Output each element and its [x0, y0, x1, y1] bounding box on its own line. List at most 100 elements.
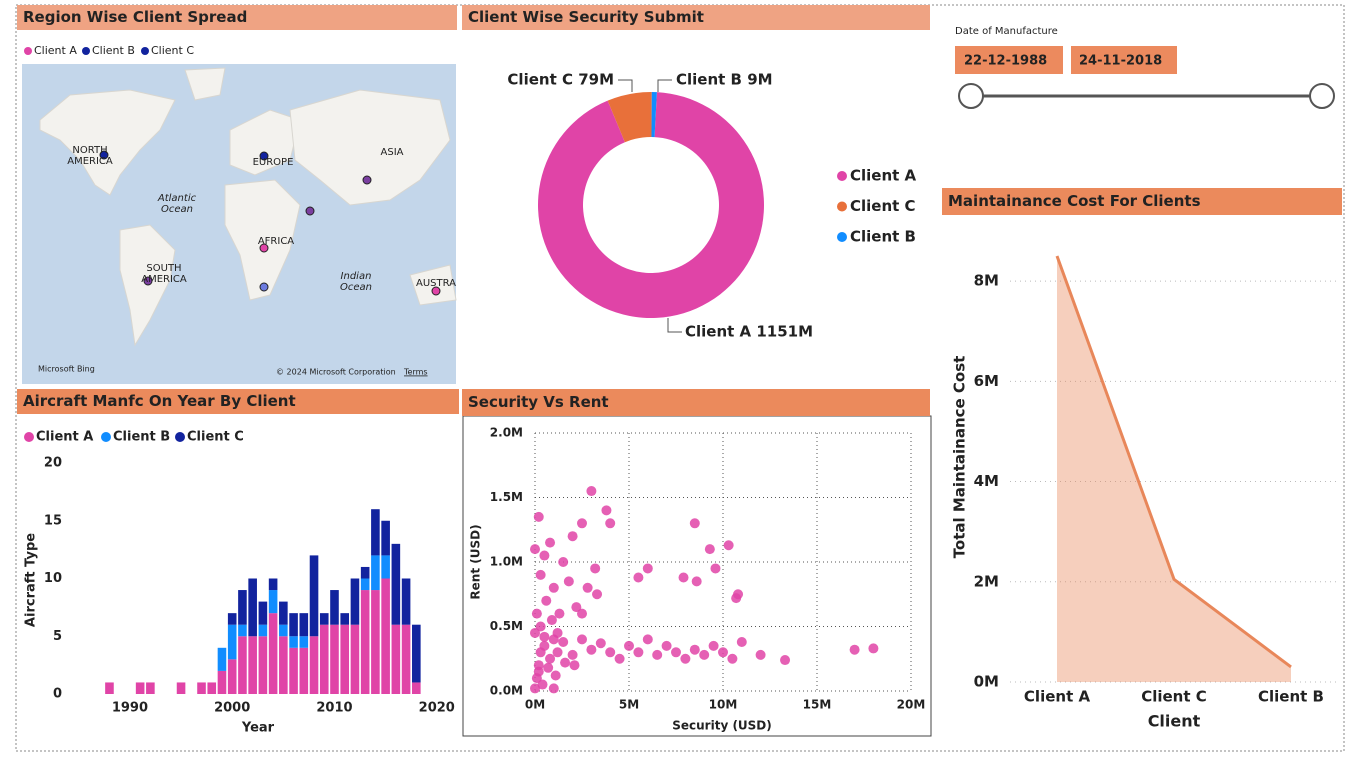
bar-segment[interactable] — [371, 555, 380, 591]
legend-label[interactable]: Client B — [850, 228, 916, 246]
bar-segment[interactable] — [258, 601, 268, 625]
bar-segment[interactable] — [360, 578, 370, 591]
bar-segment[interactable] — [350, 624, 360, 694]
bar-segment[interactable] — [319, 624, 329, 694]
scatter-point[interactable] — [539, 550, 550, 561]
scatter-point[interactable] — [849, 644, 860, 655]
scatter-point[interactable] — [614, 653, 625, 664]
scatter-point[interactable] — [661, 640, 672, 651]
bar-segment[interactable] — [289, 613, 298, 637]
bar-segment[interactable] — [412, 682, 421, 694]
scatter-point[interactable] — [543, 662, 554, 673]
scatter-point[interactable] — [537, 679, 548, 690]
donut-slice[interactable] — [651, 92, 657, 138]
scatter-point[interactable] — [533, 666, 544, 677]
bar-segment[interactable] — [330, 624, 339, 694]
bar-segment[interactable] — [135, 682, 145, 694]
scatter-point[interactable] — [624, 640, 634, 651]
scatter-point[interactable] — [530, 683, 540, 694]
bar-segment[interactable] — [227, 624, 237, 660]
scatter-point[interactable] — [689, 644, 700, 655]
map-point[interactable] — [99, 150, 109, 160]
bar-segment[interactable] — [279, 601, 288, 625]
bar-segment[interactable] — [401, 578, 411, 625]
scatter-point[interactable] — [689, 518, 700, 529]
bar-segment[interactable] — [340, 613, 350, 625]
scatter-point[interactable] — [592, 589, 603, 600]
bar-segment[interactable] — [309, 555, 319, 637]
bar-segment[interactable] — [391, 624, 401, 694]
bar-segment[interactable] — [217, 647, 227, 671]
scatter-point[interactable] — [642, 563, 653, 574]
bar-segment[interactable] — [268, 613, 278, 694]
date-box[interactable] — [955, 46, 1063, 74]
bar-segment[interactable] — [360, 590, 370, 694]
scatter-point[interactable] — [552, 627, 563, 638]
scatter-point[interactable] — [539, 631, 550, 642]
scatter-point[interactable] — [868, 643, 879, 654]
scatter-point[interactable] — [605, 518, 616, 529]
slider-handle[interactable] — [1309, 83, 1335, 109]
scatter-point[interactable] — [533, 511, 544, 522]
bar-segment[interactable] — [381, 520, 390, 556]
legend-label[interactable]: Client C — [187, 430, 244, 445]
scatter-point[interactable] — [678, 572, 689, 583]
area-line[interactable] — [1055, 255, 1292, 669]
scatter-point[interactable] — [691, 576, 702, 587]
scatter-point[interactable] — [733, 589, 744, 600]
slider-handle[interactable] — [958, 83, 984, 109]
donut-slice[interactable] — [607, 91, 652, 143]
bar-segment[interactable] — [319, 613, 329, 625]
bar-segment[interactable] — [381, 578, 390, 695]
bar-segment[interactable] — [289, 647, 298, 694]
bar-segment[interactable] — [176, 682, 186, 694]
bar-segment[interactable] — [371, 590, 380, 694]
scatter-point[interactable] — [577, 634, 587, 645]
legend-label[interactable]: Client B — [92, 44, 135, 57]
legend-label[interactable]: Client A — [36, 430, 93, 445]
scatter-point[interactable] — [755, 649, 766, 660]
bar-segment[interactable] — [299, 613, 309, 637]
scatter-point[interactable] — [718, 647, 728, 658]
date-box[interactable] — [1071, 46, 1177, 74]
bar-segment[interactable] — [238, 624, 247, 637]
scatter-point[interactable] — [545, 653, 556, 664]
scatter-point[interactable] — [605, 647, 616, 658]
scatter-point[interactable] — [560, 657, 571, 668]
legend-label[interactable]: Client B — [113, 430, 170, 445]
bar-segment[interactable] — [340, 624, 350, 694]
scatter-point[interactable] — [558, 636, 569, 647]
bar-segment[interactable] — [391, 543, 401, 625]
bar-segment[interactable] — [197, 682, 206, 694]
scatter-point[interactable] — [680, 653, 691, 664]
scatter-point[interactable] — [567, 531, 578, 542]
bar-segment[interactable] — [279, 624, 288, 637]
legend-label[interactable]: Client C — [850, 197, 916, 215]
bar-segment[interactable] — [268, 578, 278, 591]
legend-label[interactable]: Client C — [151, 44, 194, 57]
scatter-point[interactable] — [710, 563, 721, 574]
scatter-point[interactable] — [530, 544, 540, 555]
bar-segment[interactable] — [105, 682, 114, 694]
scatter-point[interactable] — [554, 608, 565, 619]
scatter-point[interactable] — [548, 582, 559, 593]
map-attribution[interactable]: Terms — [403, 368, 428, 377]
scatter-point[interactable] — [563, 576, 574, 587]
scatter-point[interactable] — [546, 615, 557, 626]
bar-segment[interactable] — [248, 636, 257, 694]
scatter-point[interactable] — [727, 653, 738, 664]
legend-label[interactable]: Client A — [850, 167, 917, 185]
slicer-start[interactable]: 22-12-1988 — [964, 54, 1047, 69]
map-point[interactable] — [259, 243, 269, 253]
scatter-point[interactable] — [571, 602, 582, 613]
bar-segment[interactable] — [381, 555, 390, 579]
bar-segment[interactable] — [371, 509, 380, 556]
bar-segment[interactable] — [268, 590, 278, 614]
scatter-point[interactable] — [530, 627, 540, 638]
bar-segment[interactable] — [330, 590, 339, 625]
bar-segment[interactable] — [238, 590, 247, 625]
scatter-point[interactable] — [535, 569, 546, 580]
donut-slice[interactable] — [537, 92, 764, 319]
scatter-point[interactable] — [736, 636, 747, 647]
scatter-point[interactable] — [531, 608, 542, 619]
